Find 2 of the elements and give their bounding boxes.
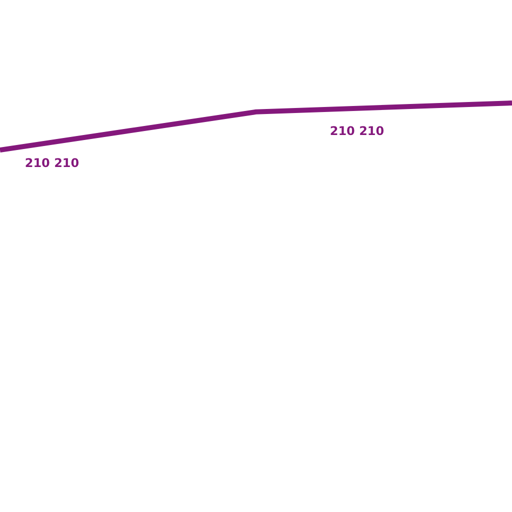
annotation: 210 210 [330,124,384,138]
text: 210 210 [24,156,80,170]
